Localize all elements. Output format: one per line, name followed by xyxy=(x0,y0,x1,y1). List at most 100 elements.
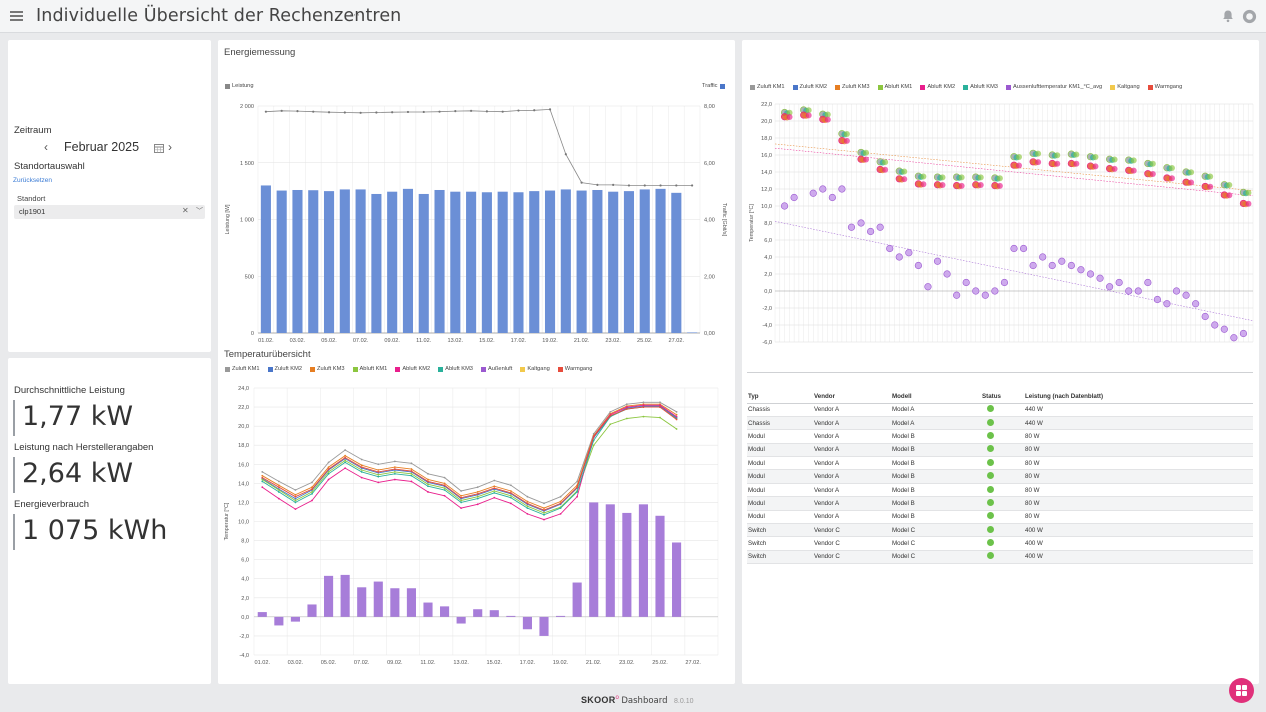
table-row[interactable]: Chassis Vendor A Model A 440 W xyxy=(747,403,1253,417)
y-tick-label: 20,0 xyxy=(761,119,772,125)
legend-item[interactable]: Warmgang xyxy=(557,366,592,372)
legend-item[interactable]: Warmgang xyxy=(1147,84,1182,90)
legend-item[interactable]: Zuluft KM1 xyxy=(225,366,260,372)
table-row[interactable]: Switch Vendor C Model C 400 W xyxy=(747,523,1253,538)
y-axis-label: Leistung [W] xyxy=(225,204,231,234)
legend-item[interactable]: Zuluft KM3 xyxy=(310,366,345,372)
apps-button[interactable] xyxy=(1229,678,1254,703)
table-header[interactable]: Vendor xyxy=(813,391,891,404)
table-cell: Vendor A xyxy=(813,510,891,525)
traffic-point xyxy=(691,184,694,187)
legend-item[interactable]: Zuluft KM1 xyxy=(750,84,785,90)
table-cell: 80 W xyxy=(1024,443,1253,458)
table-header[interactable]: Leistung (nach Datenblatt) xyxy=(1024,391,1253,404)
menu-icon[interactable] xyxy=(10,11,23,21)
table-row[interactable]: Modul Vendor A Model B 80 W xyxy=(747,483,1253,498)
temp-point xyxy=(476,491,479,493)
temp-point xyxy=(327,461,330,464)
clear-icon[interactable]: ✕ xyxy=(182,206,189,215)
legend-item[interactable]: Abluft KM1 xyxy=(877,84,912,90)
scatter-legend[interactable]: Zuluft KM1 Zuluft KM2 Zuluft KM3 Abluft KM1… xyxy=(750,84,1190,92)
table-header[interactable]: Modell xyxy=(891,391,981,404)
table-cell: Chassis xyxy=(747,403,813,417)
x-tick-label: 11.02. xyxy=(416,338,432,344)
temp-point xyxy=(261,480,264,483)
table-row[interactable]: Chassis Vendor A Model A 440 W xyxy=(747,416,1253,431)
legend-item[interactable]: Abluft KM3 xyxy=(963,84,998,90)
temp-point xyxy=(311,492,313,495)
bar xyxy=(387,191,398,333)
scatter-point xyxy=(863,156,870,163)
x-tick-label: 07.02. xyxy=(353,338,369,344)
scatter-point xyxy=(863,149,870,156)
legend-item[interactable]: Zuluft KM2 xyxy=(792,84,827,90)
legend-item[interactable]: Abluft KM2 xyxy=(920,84,955,90)
legend-item[interactable]: Zuluft KM3 xyxy=(835,84,870,90)
scatter-point xyxy=(824,111,831,118)
temp-point xyxy=(642,415,645,418)
temp-point xyxy=(476,497,479,500)
table-cell: Switch xyxy=(747,523,813,538)
y-axis-label: Temperatur [°C] xyxy=(224,502,230,540)
title-more-icon[interactable]: ··· xyxy=(349,9,360,21)
energy-legend-right[interactable]: Traffic xyxy=(702,83,735,89)
page-title: Individuelle Übersicht der Rechenzentren xyxy=(36,6,402,26)
table-row[interactable]: Modul Vendor A Model B 80 W xyxy=(747,496,1253,511)
chevron-right-icon[interactable]: › xyxy=(168,140,172,154)
legend-item[interactable]: Abluft KM1 xyxy=(352,366,387,372)
table-row[interactable]: Modul Vendor A Model B 80 W xyxy=(747,429,1253,444)
reset-link[interactable]: Zurücksetzen xyxy=(13,177,53,184)
legend-swatch xyxy=(920,84,926,90)
scatter-point xyxy=(977,182,984,189)
scatter-point xyxy=(1130,157,1137,164)
trend-line xyxy=(774,147,1254,197)
energy-legend-left[interactable]: Leistung xyxy=(225,83,262,91)
temp-point xyxy=(311,486,313,489)
legend-item[interactable]: Kaltgang xyxy=(520,366,550,372)
temp-point xyxy=(344,456,347,459)
traffic-point xyxy=(343,111,346,114)
legend-item[interactable]: Aussenlufttemperatur KM1_°C_avg xyxy=(1005,84,1102,90)
temp-point xyxy=(493,490,496,492)
bar xyxy=(576,190,587,333)
footer: SKOORo Dashboard 8.0.10 xyxy=(581,695,694,706)
temp-point xyxy=(543,509,545,511)
temp-point xyxy=(625,403,628,406)
table-row[interactable]: Modul Vendor A Model B 80 W xyxy=(747,469,1253,484)
legend-item[interactable]: Abluft KM2 xyxy=(395,366,430,372)
temp-point xyxy=(443,489,446,491)
table-row[interactable]: Switch Vendor C Model C 400 W xyxy=(747,536,1253,551)
status-indicator xyxy=(987,498,994,506)
table-row[interactable]: Switch Vendor C Model C 400 W xyxy=(747,550,1253,565)
table-row[interactable]: Modul Vendor A Model B 80 W xyxy=(747,510,1253,525)
temp-point xyxy=(625,406,628,408)
chevron-down-icon[interactable]: ﹀ xyxy=(196,208,203,215)
traffic-point xyxy=(659,184,662,187)
calendar-icon[interactable] xyxy=(154,143,164,153)
x-tick-label: 13.02. xyxy=(448,338,464,344)
table-header[interactable]: Status xyxy=(981,391,1024,404)
bell-icon[interactable] xyxy=(1221,9,1235,23)
standort-select[interactable]: clp1901 ✕ ﹀ xyxy=(14,205,205,219)
temp-point xyxy=(526,502,529,505)
scatter-point xyxy=(1039,253,1047,261)
scatter-point xyxy=(838,185,846,193)
settings-icon[interactable] xyxy=(1242,9,1257,24)
scatter-point xyxy=(1207,173,1214,180)
x-tick-label: 05.02. xyxy=(321,660,337,666)
scatter-point xyxy=(847,223,856,231)
legend-item[interactable]: Zuluft KM2 xyxy=(267,366,302,372)
chevron-left-icon[interactable]: ‹ xyxy=(44,140,48,154)
legend-item[interactable]: Außenluft xyxy=(480,366,513,372)
table-header[interactable]: Typ xyxy=(747,391,813,404)
temp-point xyxy=(625,408,628,410)
traffic-point xyxy=(612,183,615,186)
legend-label: Außenluft xyxy=(487,366,513,372)
temp-legend[interactable]: Zuluft KM1 Zuluft KM2 Zuluft KM3 Abluft KM1… xyxy=(225,366,600,374)
y-tick-label: 8,0 xyxy=(764,221,772,227)
table-row[interactable]: Modul Vendor A Model B 80 W xyxy=(747,456,1253,471)
legend-item[interactable]: Kaltgang xyxy=(1110,84,1140,90)
legend-item[interactable]: Abluft KM3 xyxy=(438,366,473,372)
table-row[interactable]: Modul Vendor A Model B 80 W xyxy=(747,443,1253,458)
temp-point xyxy=(559,502,562,505)
